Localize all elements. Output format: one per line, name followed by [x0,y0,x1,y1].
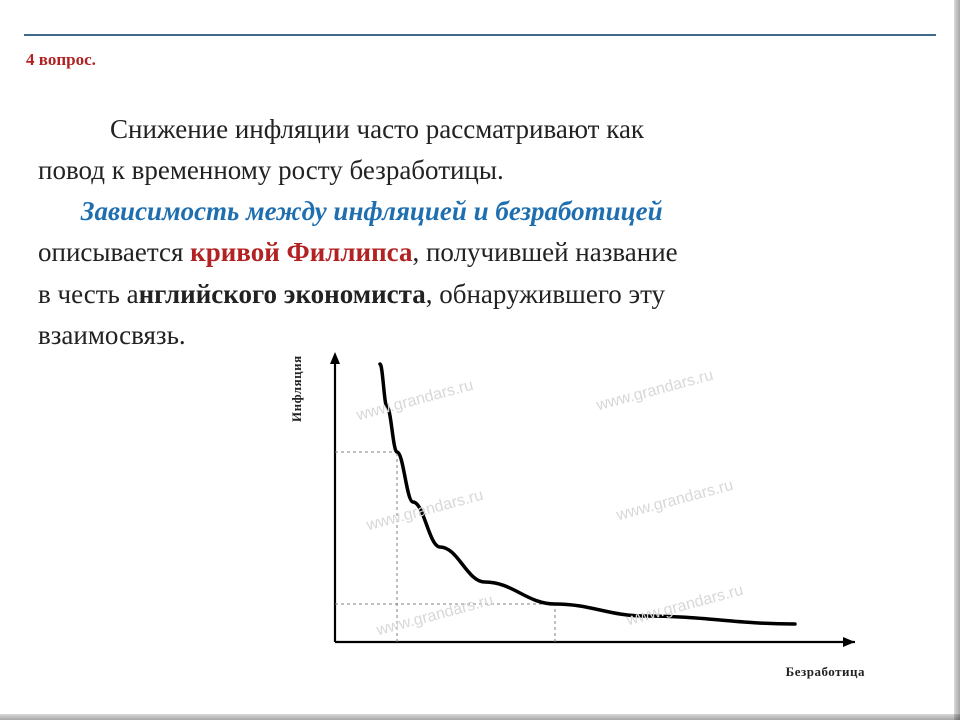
chart-svg [295,352,875,682]
bold-english-economist: нглийского экономиста [139,279,426,309]
phillips-curve-chart: Инфляция Безработица www.grandars.ru www… [295,352,875,682]
y-axis-label: Инфляция [289,355,305,422]
slide: 4 вопрос. Снижение инфляции часто рассма… [0,0,960,720]
paragraph-2-line-1: Зависимость между инфляцией и безработиц… [38,192,922,231]
paragraph-3-line-2: взаимосвязь. [38,316,922,355]
content-block: Снижение инфляции часто рассматривают ка… [38,110,922,357]
top-divider [24,34,936,36]
paragraph-1-line-1: Снижение инфляции часто рассматривают ка… [38,110,922,149]
text-described-by: описывается [38,237,190,267]
paragraph-3-line-1: в честь английского экономиста, обнаружи… [38,275,922,314]
paragraph-2-line-2: описывается кривой Филлипса, получившей … [38,233,922,272]
page-shadow-right [954,0,960,720]
x-axis-label: Безработица [786,664,865,680]
page-shadow-bottom [0,714,960,720]
term-phillips-curve: кривой Филлипса [190,237,412,267]
text-discovered: , обнаружившего эту [426,279,665,309]
emphasis-dependency: Зависимость между инфляцией и безработиц… [81,196,663,226]
paragraph-1-line-2: повод к временному росту безработицы. [38,151,922,190]
text-honor-a: в честь а [38,279,139,309]
slide-header: 4 вопрос. [26,50,96,70]
text-named-after: , получившей название [412,237,677,267]
